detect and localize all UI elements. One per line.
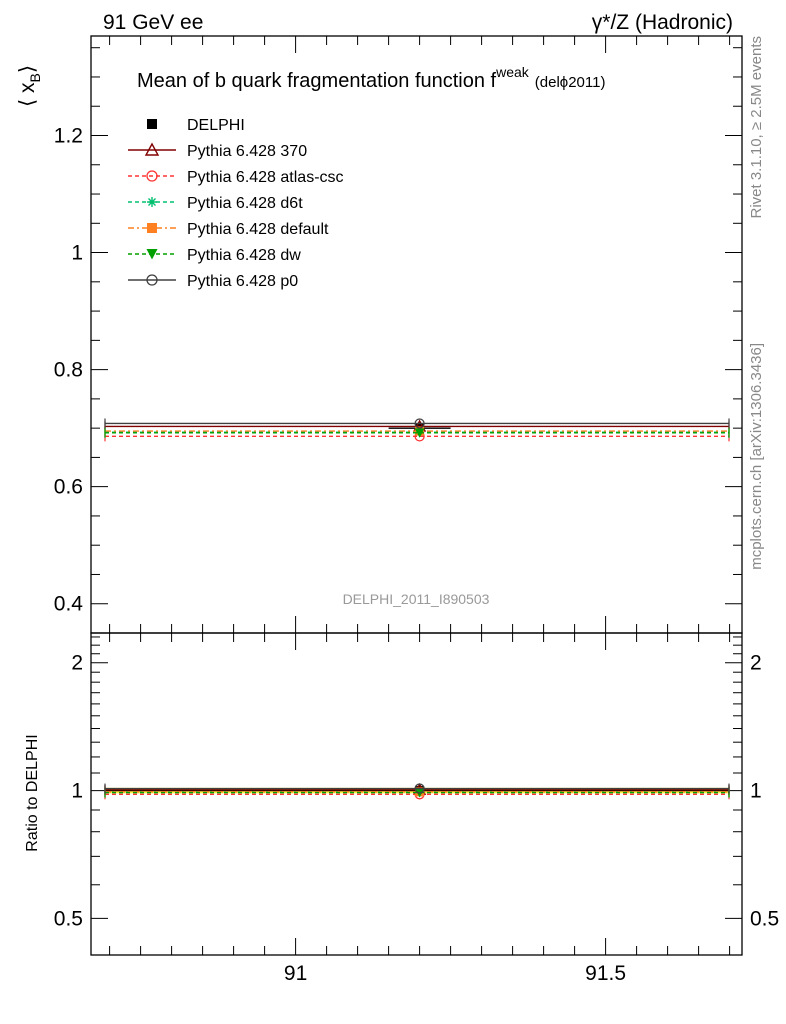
main-y-tick-label: 1.2 bbox=[54, 125, 83, 148]
legend: DELPHI Pythia 6.428 370 Pythia 6.428 atlas… bbox=[128, 117, 344, 290]
legend-label: Pythia 6.428 p0 bbox=[187, 273, 298, 290]
legend-marker bbox=[146, 249, 158, 260]
chart-title-sup: weak bbox=[495, 64, 530, 80]
legend-marker bbox=[147, 119, 157, 129]
ratio-y-tick-label-right: 0.5 bbox=[750, 907, 779, 930]
y-axis-label-main: ⟨ x bbox=[16, 82, 39, 107]
legend-item-delphi: DELPHI bbox=[147, 117, 245, 134]
ratio-y-tick-label-left: 2 bbox=[71, 652, 83, 675]
legend-marker bbox=[144, 142, 160, 156]
ratio-x-ticks: 91 91.5 bbox=[109, 633, 731, 985]
chart-title-main: Mean of b quark fragmentation function f bbox=[137, 70, 497, 92]
y-axis-label-sub: B bbox=[27, 73, 43, 82]
main-panel: 0.4 0.6 0.8 1 1.2 ⟨ xB⟩ Mean of b quark frag… bbox=[16, 35, 743, 634]
legend-item-pythia-6-428-370: Pythia 6.428 370 bbox=[128, 142, 307, 160]
legend-marker bbox=[147, 223, 157, 233]
chart-title-tag: (delϕ2011) bbox=[535, 74, 606, 91]
analysis-watermark: DELPHI_2011_I890503 bbox=[343, 591, 490, 607]
legend-item-pythia-6-428-atlas-csc: Pythia 6.428 atlas-csc bbox=[128, 169, 344, 186]
ratio-y-tick-label-left: 1 bbox=[71, 780, 83, 803]
legend-label: Pythia 6.428 atlas-csc bbox=[187, 169, 344, 186]
legend-label: Pythia 6.428 dw bbox=[187, 247, 301, 264]
legend-item-pythia-6-428-p0: Pythia 6.428 p0 bbox=[128, 273, 298, 290]
legend-label: Pythia 6.428 default bbox=[187, 221, 329, 238]
main-y-tick-label: 1 bbox=[71, 242, 83, 265]
ratio-y-tick-label-right: 1 bbox=[750, 780, 762, 803]
main-y-tick-label: 0.8 bbox=[54, 359, 83, 382]
chart-title: Mean of b quark fragmentation function f… bbox=[137, 64, 605, 92]
ratio-panel-frame bbox=[90, 632, 743, 956]
legend-label: Pythia 6.428 d6t bbox=[187, 195, 303, 212]
y-axis-label-close: ⟩ bbox=[16, 65, 39, 73]
legend-item-pythia-6-428-d6t: Pythia 6.428 d6t bbox=[128, 195, 303, 212]
ratio-series-pythia-6-428-p0 bbox=[104, 783, 730, 794]
header-left: 91 GeV ee bbox=[103, 11, 203, 34]
rivet-version-label: Rivet 3.1.10, ≥ 2.5M events bbox=[748, 36, 765, 219]
ratio-y-tick-label-right: 2 bbox=[750, 652, 762, 675]
legend-marker bbox=[147, 197, 157, 207]
legend-item-pythia-6-428-default: Pythia 6.428 default bbox=[128, 221, 329, 238]
legend-marker bbox=[146, 170, 158, 182]
legend-marker bbox=[146, 274, 158, 286]
ratio-y-ticks: 0.5 0.5 1 1 2 2 bbox=[54, 636, 779, 930]
main-y-axis-label: ⟨ xB⟩ bbox=[16, 65, 43, 107]
header-right: γ*/Z (Hadronic) bbox=[592, 11, 733, 34]
series-point-pythia-6-428-p0 bbox=[414, 418, 425, 429]
ratio-y-axis-label: Ratio to DELPHI bbox=[24, 734, 41, 851]
ratio-y-tick-label-left: 0.5 bbox=[54, 907, 83, 930]
series-pythia-6-428-dw bbox=[104, 427, 730, 438]
ratio-series-group bbox=[104, 782, 730, 800]
main-y-tick-label: 0.6 bbox=[54, 476, 83, 499]
series-point-pythia-6-428-dw bbox=[414, 428, 425, 438]
main-y-tick-label: 0.4 bbox=[54, 593, 84, 616]
ratio-x-tick-label: 91.5 bbox=[585, 962, 626, 985]
mcplots-reference-label: mcplots.cern.ch [arXiv:1306.3436] bbox=[748, 343, 765, 570]
legend-label: Pythia 6.428 370 bbox=[187, 143, 307, 160]
ratio-panel: 0.5 0.5 1 1 2 2 91 91.5 Ratio to DELPHI bbox=[24, 632, 779, 985]
main-x-ticks bbox=[109, 36, 731, 633]
legend-label: DELPHI bbox=[187, 117, 245, 134]
main-y-ticks: 0.4 0.6 0.8 1 1.2 bbox=[54, 47, 742, 634]
ratio-point-pythia-6-428-p0 bbox=[414, 783, 425, 794]
svg-text:⟨ xB⟩: ⟨ xB⟩ bbox=[16, 65, 43, 107]
ratio-x-tick-label: 91 bbox=[284, 962, 307, 985]
main-series-group bbox=[104, 418, 730, 442]
series-pythia-6-428-p0 bbox=[104, 418, 730, 429]
legend-item-pythia-6-428-dw: Pythia 6.428 dw bbox=[128, 247, 301, 264]
